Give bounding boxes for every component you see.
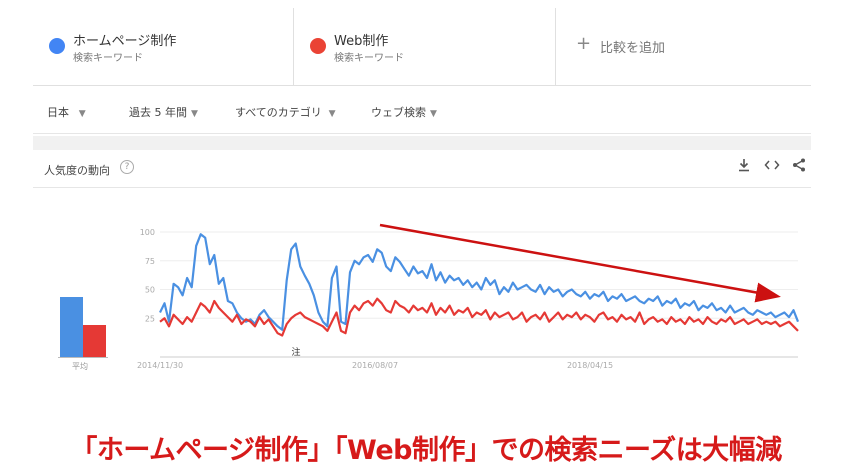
- y-tick-label: 75: [145, 257, 155, 266]
- download-icon[interactable]: [738, 158, 750, 176]
- search-term-1[interactable]: ホームページ制作 検索キーワード: [33, 8, 293, 86]
- section-divider-band: [33, 136, 811, 150]
- search-property-filter-label: ウェブ検索: [371, 106, 426, 119]
- term-1-type: 検索キーワード: [73, 53, 143, 64]
- series-line-2: [159, 297, 799, 337]
- caret-down-icon: ▼: [191, 109, 198, 119]
- term-2-color-dot: [310, 38, 326, 54]
- average-bar-term-1: [60, 297, 83, 357]
- x-tick-label: 2014/11/30: [137, 361, 183, 370]
- region-filter[interactable]: 日本 ▼: [47, 104, 86, 120]
- filter-bar: 日本 ▼ 過去 5 年間 ▼ すべてのカテゴリ ▼ ウェブ検索 ▼: [33, 98, 811, 134]
- category-filter-label: すべてのカテゴリ: [235, 106, 322, 119]
- interest-over-time-title: 人気度の動向: [44, 164, 110, 177]
- plus-icon: +: [576, 33, 592, 54]
- region-filter-label: 日本: [47, 106, 69, 119]
- share-icon[interactable]: [792, 158, 806, 176]
- y-tick-label: 25: [145, 314, 155, 323]
- average-label: 平均: [72, 362, 88, 371]
- term-1-name: ホームページ制作: [73, 34, 177, 49]
- add-comparison-label: 比較を追加: [600, 41, 666, 56]
- term-1-color-dot: [49, 38, 65, 54]
- series-line-1: [159, 233, 800, 331]
- caret-down-icon: ▼: [325, 109, 336, 119]
- chart-note-marker[interactable]: 注: [291, 346, 300, 358]
- search-term-2[interactable]: Web制作 検索キーワード: [293, 8, 555, 86]
- question-mark-icon[interactable]: ?: [120, 160, 134, 174]
- category-filter[interactable]: すべてのカテゴリ ▼: [235, 104, 336, 120]
- card-header-divider: [33, 187, 811, 188]
- decline-arrow: [379, 223, 781, 303]
- y-tick-label: 100: [140, 228, 155, 237]
- average-bar-term-2: [83, 324, 106, 357]
- x-tick-label: 2018/04/15: [567, 361, 613, 370]
- y-tick-label: 50: [145, 286, 155, 295]
- headline-caption: 「ホームページ制作」「Web制作」での検索ニーズは大幅減: [70, 435, 782, 466]
- period-filter[interactable]: 過去 5 年間 ▼: [129, 104, 198, 120]
- embed-icon[interactable]: [764, 158, 780, 176]
- caret-down-icon: ▼: [430, 109, 437, 119]
- term-compare-bar: ホームページ制作 検索キーワード Web制作 検索キーワード + 比較を追加: [33, 8, 811, 86]
- add-comparison-button[interactable]: + 比較を追加: [555, 8, 811, 86]
- caret-down-icon: ▼: [73, 109, 86, 119]
- average-baseline: [58, 357, 108, 358]
- period-filter-label: 過去 5 年間: [129, 106, 187, 119]
- term-2-type: 検索キーワード: [334, 53, 404, 64]
- term-2-name: Web制作: [334, 34, 389, 49]
- search-property-filter[interactable]: ウェブ検索 ▼: [371, 104, 437, 120]
- x-tick-label: 2016/08/07: [352, 361, 398, 370]
